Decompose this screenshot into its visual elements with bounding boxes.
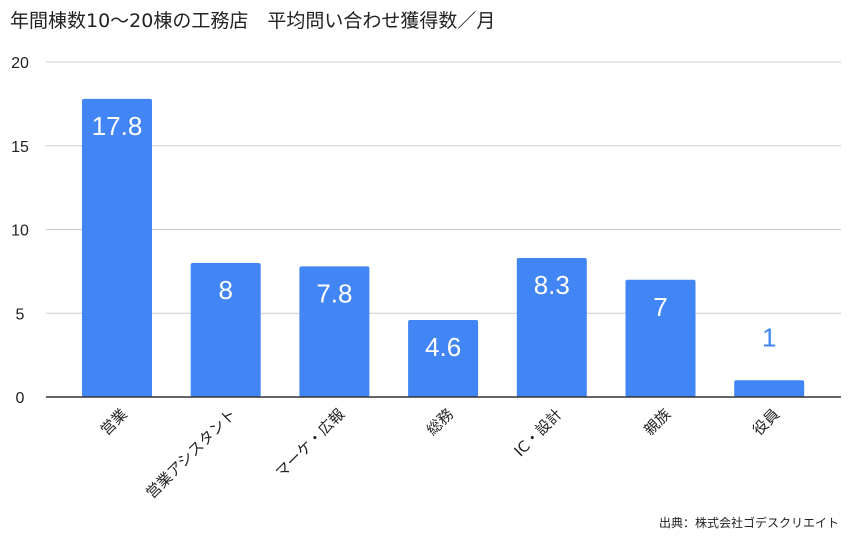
y-tick-label: 15 [11, 139, 29, 156]
data-label: 4.6 [425, 332, 461, 362]
data-label: 7 [653, 292, 667, 322]
y-tick-label: 20 [11, 55, 29, 72]
y-tick-label: 10 [11, 223, 29, 240]
gridlines [46, 61, 841, 314]
data-label: 8 [218, 275, 232, 305]
bar [625, 279, 696, 397]
chart-title: 年間棟数10〜20棟の工務店 平均問い合わせ獲得数／月 [10, 10, 496, 32]
x-tick-label: 総務 [423, 405, 457, 439]
y-axis-ticks: 0 5 10 15 20 [11, 55, 29, 407]
data-labels: 17.8 8 7.8 4.6 8.3 7 1 [92, 111, 777, 362]
data-label: 17.8 [92, 111, 143, 141]
y-tick-label: 0 [16, 390, 25, 407]
bar [190, 263, 261, 397]
x-axis-labels: 営業 営業アシスタント マーケ・広報 総務 IC・設計 親族 役員 [97, 405, 783, 502]
bar [516, 257, 587, 397]
x-tick-label: 親族 [640, 405, 674, 439]
source-note: 出典：株式会社ゴデスクリエイト [658, 516, 839, 530]
x-tick-label: IC・設計 [511, 405, 566, 460]
bars [82, 98, 805, 397]
x-tick-label: 役員 [749, 405, 783, 439]
bar [299, 266, 370, 397]
x-tick-label: 営業 [97, 405, 131, 439]
x-tick-label: 営業アシスタント [142, 405, 239, 502]
x-tick-label: マーケ・広報 [272, 405, 348, 481]
y-tick-label: 5 [16, 306, 25, 323]
bar [82, 98, 152, 397]
bar [408, 319, 479, 397]
data-label: 7.8 [316, 278, 352, 308]
bar [734, 380, 805, 397]
data-label: 8.3 [534, 270, 570, 300]
data-label: 1 [762, 322, 776, 352]
